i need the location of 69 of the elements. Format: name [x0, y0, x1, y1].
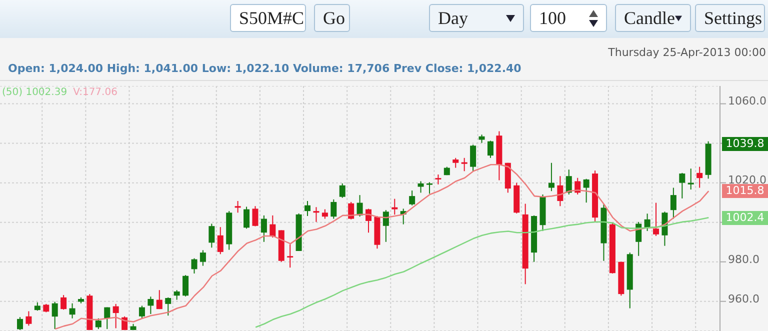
candlestick	[313, 206, 320, 222]
candlestick	[409, 190, 416, 206]
text: 1015.8	[722, 184, 768, 198]
text: 1039.8	[722, 136, 768, 151]
candlestick	[452, 157, 459, 168]
candlestick	[548, 162, 554, 192]
candlestick	[653, 202, 660, 236]
y-tick-label: 960.0	[728, 292, 760, 306]
candlestick	[487, 140, 494, 158]
candlestick	[208, 223, 215, 248]
period-dropdown: Day	[429, 4, 524, 32]
candlestick	[356, 194, 363, 218]
candlestick	[435, 174, 442, 185]
candlestick	[191, 258, 198, 274]
candlestick	[182, 274, 189, 297]
chart-style-dropdown: Candle	[615, 4, 691, 32]
candlestick	[557, 176, 564, 207]
candlestick	[696, 166, 703, 188]
candlestick	[418, 180, 424, 194]
candlestick	[26, 310, 32, 326]
settings-button: Settings	[695, 4, 765, 32]
y-tick-label: 1020.0	[728, 174, 766, 187]
y-tick-label: 980.0	[728, 252, 760, 266]
candlestick	[138, 305, 145, 319]
annotation: (50) 1002.39	[2, 87, 68, 98]
count-spinner: 100	[530, 4, 607, 32]
candlestick	[688, 168, 694, 190]
candlestick	[217, 226, 224, 255]
candlestick	[60, 294, 67, 310]
candlestick	[52, 301, 58, 330]
candlestick	[112, 303, 119, 329]
annotation: V:177.06	[73, 87, 118, 98]
candlestick	[287, 244, 294, 268]
candlestick	[270, 214, 276, 238]
symbol-field: S50M#C	[230, 4, 306, 32]
candlestick	[148, 296, 154, 315]
candlestick	[69, 302, 76, 319]
candlestick	[662, 211, 668, 246]
candlestick	[670, 187, 676, 220]
candlestick	[244, 206, 250, 230]
candlestick	[392, 198, 398, 216]
candlestick	[339, 182, 346, 198]
text: Open: 1,024.00 High: 1,041.00 Low: 1,022.10 Volume: 17,706 Prev Close: 1,022.40	[8, 62, 522, 75]
candlestick	[348, 201, 354, 220]
candlestick	[566, 169, 572, 195]
candlestick	[165, 296, 172, 316]
candlestick	[330, 198, 337, 220]
candlestick	[304, 200, 311, 217]
line-series	[54, 164, 710, 330]
go-button: Go	[314, 4, 350, 32]
candlestick	[104, 306, 110, 330]
candlestick	[200, 250, 206, 266]
text: 1002.4	[722, 210, 768, 225]
candlestick	[234, 200, 241, 214]
candlestick	[174, 290, 180, 300]
candlestick	[156, 290, 162, 310]
candlestick	[382, 210, 389, 242]
candlestick	[95, 318, 102, 330]
candlestick	[252, 206, 258, 227]
candlestick	[679, 172, 686, 199]
candlestick	[322, 208, 328, 220]
candlestick	[470, 144, 476, 172]
candlestick	[260, 214, 267, 242]
candlestick	[583, 178, 590, 204]
candlestick	[461, 157, 468, 172]
candlestick	[17, 316, 23, 331]
text: Thursday 25-Apr-2013 00:00	[608, 46, 766, 59]
candlestick	[426, 182, 432, 194]
y-tick-label: 1060.0	[728, 94, 766, 108]
